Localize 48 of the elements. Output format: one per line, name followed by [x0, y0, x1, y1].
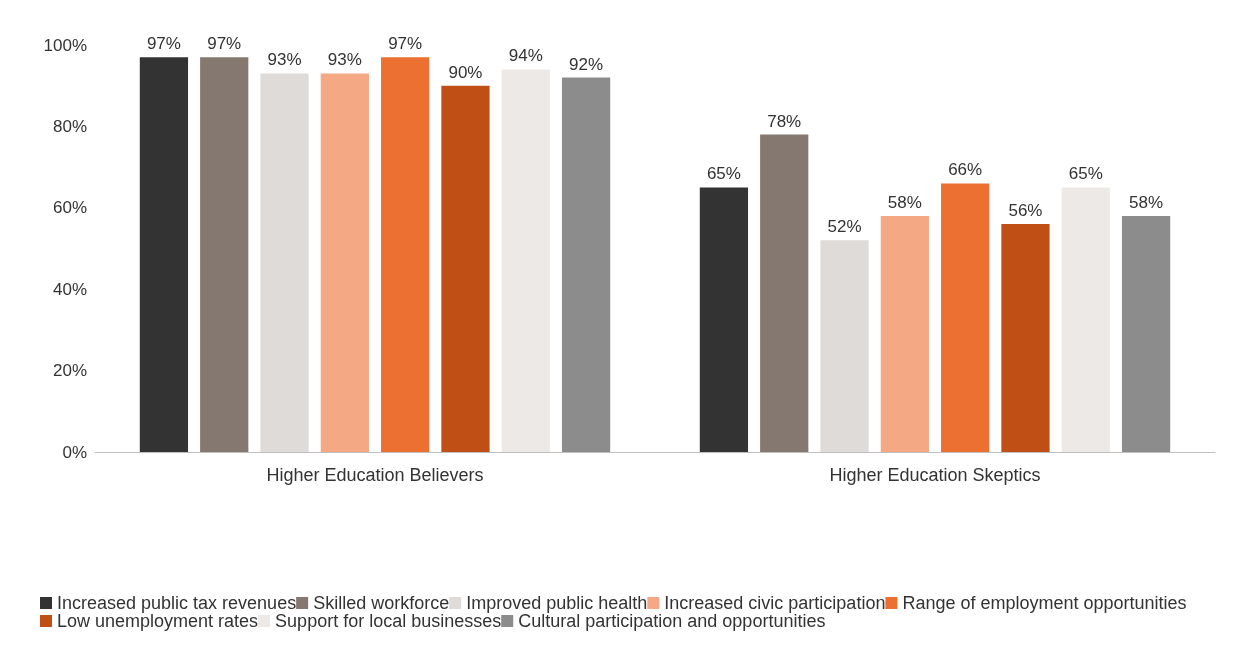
data-label: 66% [948, 160, 983, 180]
y-tick-label: 60% [52, 198, 87, 218]
y-tick-label: 20% [52, 361, 87, 381]
data-label: 97% [207, 34, 242, 54]
bar [880, 215, 929, 452]
bar [260, 73, 309, 452]
data-label: 97% [146, 34, 181, 54]
bar [1001, 224, 1050, 452]
legend-label: Support for local businesses [275, 611, 502, 631]
bar [820, 240, 869, 452]
legend-label: Increased civic participation [664, 593, 886, 613]
data-label: 97% [388, 34, 423, 54]
bar [561, 77, 611, 452]
data-label: 58% [887, 192, 922, 212]
data-label: 52% [827, 217, 862, 237]
legend-label: Range of employment opportunities [902, 593, 1187, 613]
data-label: 58% [1129, 192, 1164, 212]
legend-label: Improved public health [466, 593, 648, 613]
bar [381, 57, 430, 452]
data-label: 92% [569, 54, 604, 74]
bar [139, 57, 189, 452]
legend-label: Skilled workforce [313, 593, 450, 613]
data-label: 90% [448, 62, 483, 82]
y-tick-label: 100% [43, 35, 87, 55]
data-label: 93% [327, 50, 362, 70]
bar [320, 73, 369, 452]
x-tick-label: Higher Education Believers [266, 465, 484, 485]
y-tick-label: 80% [52, 116, 87, 136]
data-label: 94% [508, 46, 543, 66]
bar [1121, 215, 1171, 452]
data-label: 56% [1008, 201, 1043, 221]
y-tick-label: 40% [52, 279, 87, 299]
bar [441, 85, 490, 452]
data-label: 78% [767, 111, 802, 131]
data-label: 65% [1068, 164, 1103, 184]
legend-label: Cultural participation and opportunities [518, 611, 826, 631]
data-label: 93% [267, 50, 302, 70]
legend-label: Increased public tax revenues [57, 593, 297, 613]
data-label: 65% [706, 164, 741, 184]
bar [1061, 187, 1110, 452]
x-tick-label: Higher Education Skeptics [829, 465, 1041, 485]
bar [501, 69, 550, 452]
legend-label: Low unemployment rates [57, 611, 259, 631]
bar [941, 183, 990, 452]
y-tick-label: 0% [62, 442, 87, 462]
bar [760, 134, 809, 452]
bar [699, 187, 749, 452]
bar [200, 57, 249, 452]
